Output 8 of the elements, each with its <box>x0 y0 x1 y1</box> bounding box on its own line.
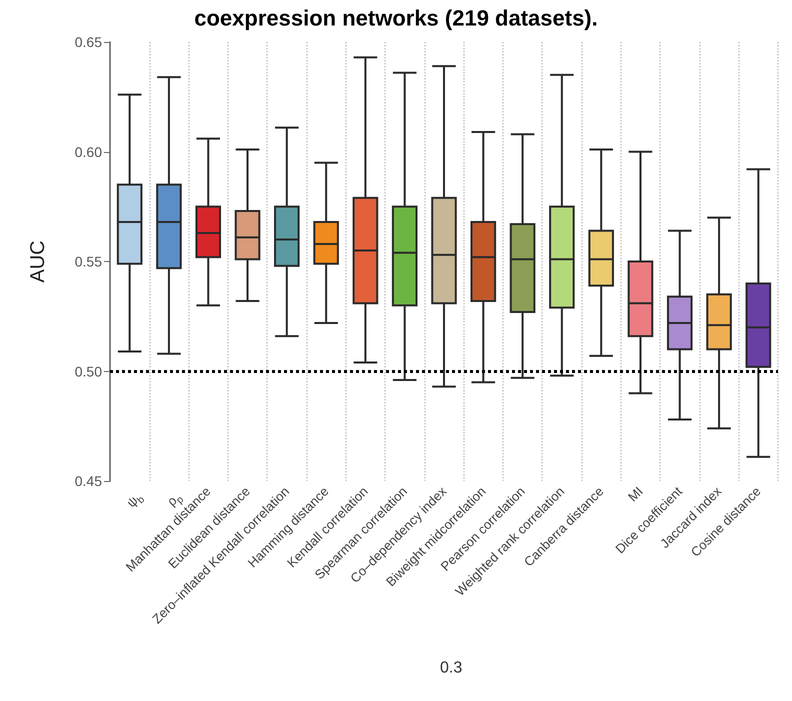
y-tick-label: 0.50 <box>74 363 102 380</box>
text: 0.3 <box>440 660 462 676</box>
chart-title: coexpression networks (219 datasets). <box>194 6 598 30</box>
y-tick-label: 0.45 <box>74 473 102 489</box>
y-axis-title: AUC <box>27 240 49 283</box>
y-tick-label: 0.65 <box>74 34 102 50</box>
y-tick-label: 0.60 <box>74 144 102 160</box>
y-tick-label: 0.55 <box>74 254 102 270</box>
